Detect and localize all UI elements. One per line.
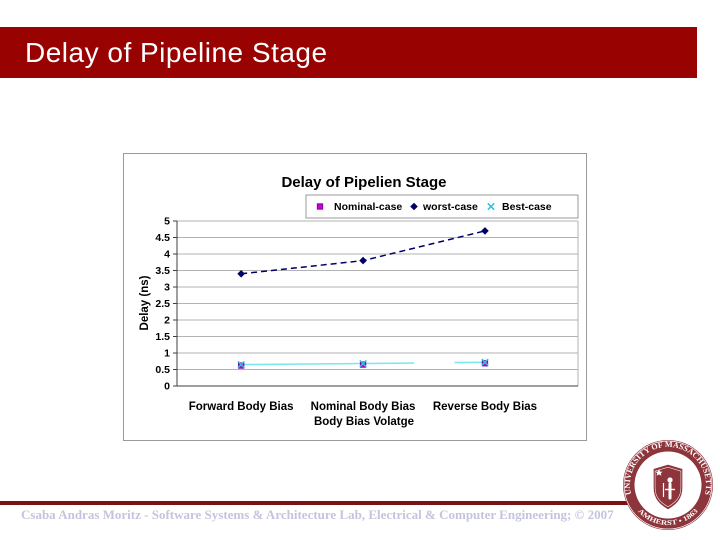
x-category-label: Forward Body Bias: [189, 401, 294, 413]
delay-chart: 0 0.5 1 1.5 2 2.5 3 3.5 4 4.5 5 Forward Body Bias No…: [123, 153, 587, 441]
marker-diamond: [481, 227, 489, 235]
y-tick-label: 1: [164, 348, 170, 360]
marker-x: [359, 359, 367, 368]
seal-figure-head: [667, 477, 673, 483]
footer-credit: Csaba Andras Moritz - Software Systems &…: [21, 507, 614, 522]
y-tick-label: 0.5: [155, 364, 170, 376]
y-tick-label: 2: [164, 315, 170, 327]
marker-diamond: [410, 202, 418, 211]
line-gap-artifact: [414, 360, 455, 368]
seal-ring-line: [623, 440, 713, 530]
umass-seal-logo: UNIVERSITY OF MASSACHUSETTS AMHERST • 18…: [623, 440, 713, 530]
legend-label-nominal-case: Nominal-case: [334, 201, 402, 213]
marker-x: [487, 202, 495, 211]
y-tick-label: 3: [164, 282, 170, 294]
y-tick-label: 5: [164, 216, 170, 228]
seal-shield: [652, 463, 684, 511]
seal-star-icon: [655, 469, 663, 476]
chart-legend-box: [305, 194, 579, 219]
footer-divider: [0, 501, 640, 505]
marker-square: [316, 203, 324, 210]
seal-shield-inner-line: [654, 466, 682, 508]
marker-diamond: [359, 256, 367, 265]
chart-plot: 0 0.5 1 1.5 2 2.5 3 3.5 4 4.5 5 Forward Body Bias No…: [155, 194, 579, 413]
y-tick-label: 1.5: [155, 331, 170, 343]
y-axis-title: Delay (ns): [139, 275, 151, 331]
marker-x: [481, 358, 489, 366]
legend-label-worst-case: worst-case: [422, 201, 478, 213]
slide-title: Delay of Pipeline Stage: [25, 36, 328, 68]
y-tick-label: 0: [164, 381, 170, 393]
x-axis-title: Body Bias Volatge: [313, 416, 415, 428]
chart-title: Delay of Pipelien Stage: [281, 174, 447, 191]
y-tick-label: 3.5: [155, 265, 170, 277]
slide-title-banner: Delay of Pipeline Stage: [0, 27, 697, 78]
legend-label-best-case: Best-case: [502, 201, 552, 213]
x-category-label: Nominal Body Bias: [311, 401, 416, 413]
y-tick-label: 2.5: [155, 298, 170, 310]
y-tick-label: 4.5: [155, 232, 170, 244]
y-tick-label: 4: [164, 249, 170, 261]
marker-x: [237, 360, 245, 369]
marker-diamond: [237, 270, 245, 278]
x-category-label: Reverse Body Bias: [433, 401, 537, 413]
